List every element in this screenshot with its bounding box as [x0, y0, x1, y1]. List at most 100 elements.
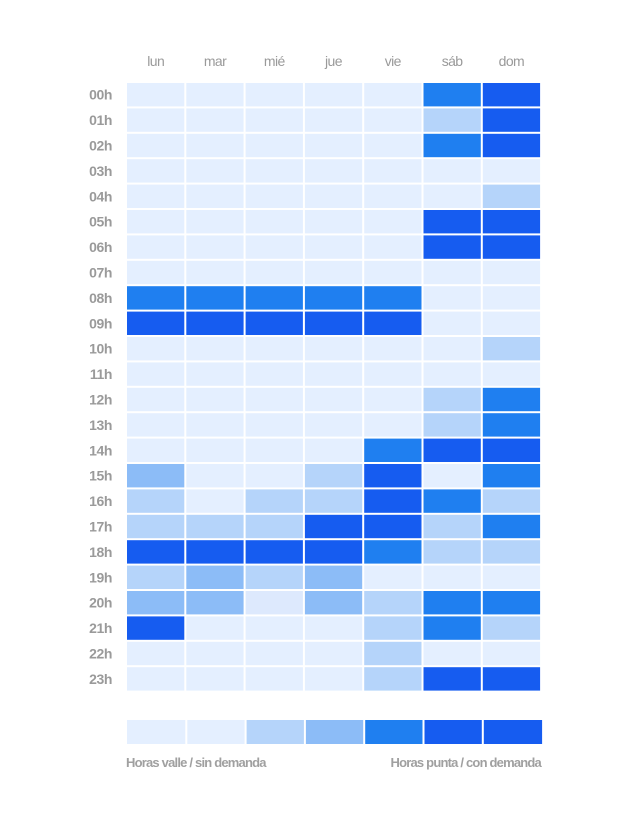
hour-label: 08h: [89, 290, 112, 306]
heatmap-cell: [423, 565, 481, 589]
heatmap-cell: [304, 108, 363, 132]
day-label: lun: [147, 53, 164, 69]
heatmap-cell: [127, 159, 185, 183]
heatmap-cell: [482, 413, 541, 437]
heatmap-cell: [304, 260, 363, 285]
heatmap-cell: [364, 438, 422, 462]
heatmap-cell: [186, 514, 244, 539]
heatmap-cell: [364, 616, 422, 640]
heatmap-cell: [127, 616, 185, 640]
heatmap-cell: [482, 514, 541, 539]
heatmap-cell: [304, 210, 363, 234]
heatmap-cell: [127, 83, 185, 107]
heatmap-cell: [364, 337, 422, 361]
heatmap-cell: [364, 667, 422, 691]
hour-label: 07h: [89, 265, 112, 281]
hour-label: 18h: [89, 544, 112, 560]
heatmap-cell: [364, 133, 422, 158]
heatmap-cell: [364, 311, 422, 335]
hour-label: 10h: [89, 341, 112, 357]
heatmap-cell: [482, 591, 541, 615]
legend-segment: [127, 720, 187, 744]
heatmap-cell: [127, 540, 185, 564]
heatmap-cell: [364, 83, 422, 107]
heatmap-cell: [127, 286, 185, 310]
heatmap-cell: [245, 641, 303, 666]
heatmap-cell: [127, 641, 185, 666]
heatmap-cell: [423, 83, 481, 107]
legend-segment: [482, 720, 543, 744]
day-label: jue: [324, 53, 343, 69]
heatmap-cell: [245, 159, 303, 183]
hour-label: 12h: [89, 392, 112, 408]
legend-high-label: Horas punta / con demanda: [391, 755, 543, 770]
heatmap-cell: [482, 565, 541, 589]
hour-label: 02h: [89, 138, 112, 154]
heatmap-cell: [482, 108, 541, 132]
heatmap-cell: [245, 540, 303, 564]
heatmap-cell: [482, 286, 541, 310]
day-label: mar: [204, 53, 227, 69]
heatmap-cell: [245, 438, 303, 462]
heatmap-cell: [127, 108, 185, 132]
heatmap-cell: [482, 464, 541, 488]
heatmap-cell: [245, 260, 303, 285]
heatmap-cell: [482, 184, 541, 208]
legend-segment: [245, 720, 305, 744]
heatmap-cell: [364, 159, 422, 183]
heatmap-cell: [364, 362, 422, 386]
heatmap-cell: [245, 387, 303, 412]
heatmap-cell: [304, 540, 363, 564]
heatmap-cell: [245, 514, 303, 539]
heatmap-cell: [127, 438, 185, 462]
heatmap-cell: [423, 362, 481, 386]
heatmap-cell: [127, 667, 185, 691]
heatmap-cell: [245, 184, 303, 208]
heatmap-cell: [245, 235, 303, 259]
heatmap-cell: [186, 387, 244, 412]
heatmap-cell: [245, 311, 303, 335]
heatmap-cell: [245, 108, 303, 132]
heatmap-cell: [423, 184, 481, 208]
heatmap-cell: [304, 591, 363, 615]
heatmap-cell: [186, 260, 244, 285]
heatmap-cell: [304, 311, 363, 335]
heatmap-cell: [482, 133, 541, 158]
heatmap-cell: [245, 591, 303, 615]
heatmap-cell: [364, 184, 422, 208]
heatmap-cell: [423, 616, 481, 640]
heatmap-cell: [423, 413, 481, 437]
hour-label: 21h: [89, 620, 112, 636]
heatmap-cell: [364, 286, 422, 310]
legend-separator: [303, 720, 306, 744]
day-label: dom: [499, 53, 524, 69]
heatmap-cell: [186, 133, 244, 158]
heatmap-cell: [186, 184, 244, 208]
hour-label: 05h: [89, 214, 112, 230]
heatmap-cell: [364, 260, 422, 285]
hour-label: 20h: [89, 595, 112, 611]
heatmap-cell: [304, 286, 363, 310]
hour-label: 00h: [89, 87, 112, 103]
heatmap-cell: [245, 210, 303, 234]
heatmap-cell: [245, 337, 303, 361]
heatmap-cell: [127, 210, 185, 234]
day-label: sáb: [442, 53, 464, 69]
heatmap-cell: [482, 337, 541, 361]
heatmap-cell: [364, 591, 422, 615]
heatmap-cell: [186, 235, 244, 259]
hour-label: 06h: [89, 239, 112, 255]
heatmap-cell: [482, 667, 541, 691]
heatmap-cell: [186, 565, 244, 589]
heatmap-cell: [423, 286, 481, 310]
heatmap-cell: [423, 667, 481, 691]
heatmap-cell: [304, 362, 363, 386]
heatmap-cell: [482, 387, 541, 412]
heatmap-cell: [127, 514, 185, 539]
heatmap-cell: [304, 514, 363, 539]
heatmap-cell: [186, 464, 244, 488]
heatmap-cell: [186, 362, 244, 386]
heatmap-cell: [482, 438, 541, 462]
day-axis-labels: lun mar mié jue vie sáb dom: [147, 53, 524, 69]
